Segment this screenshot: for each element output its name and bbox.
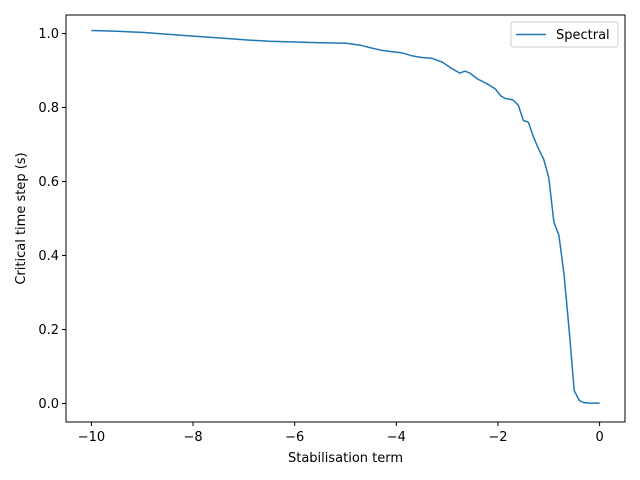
x-tick-label: −2 (488, 430, 507, 445)
legend-entry-spectral: Spectral (556, 28, 610, 43)
series-layer (91, 29, 600, 404)
y-axis: 0.0 0.2 0.4 0.6 0.8 1.0 (38, 27, 66, 412)
y-axis-label: Critical time step (s) (14, 152, 29, 284)
y-tick-label: 0.8 (38, 101, 59, 116)
x-axis-label: Stabilisation term (288, 451, 403, 466)
legend: Spectral (510, 21, 619, 48)
x-tick-label: −4 (387, 430, 406, 445)
y-tick-label: 0.0 (38, 397, 59, 412)
x-axis: −10 −8 −6 −4 −2 0 (78, 422, 604, 445)
x-tick-label: 0 (595, 430, 603, 445)
y-tick-label: 0.2 (38, 323, 59, 338)
axes-frame (65, 14, 626, 423)
y-tick-label: 0.6 (38, 175, 59, 190)
x-tick-label: −6 (285, 430, 304, 445)
x-tick-label: −8 (183, 430, 202, 445)
y-tick-label: 0.4 (38, 249, 59, 264)
x-tick-label: −10 (78, 430, 105, 445)
y-tick-label: 1.0 (38, 27, 59, 42)
legend-box (510, 21, 619, 48)
series-line-spectral (91, 29, 600, 404)
